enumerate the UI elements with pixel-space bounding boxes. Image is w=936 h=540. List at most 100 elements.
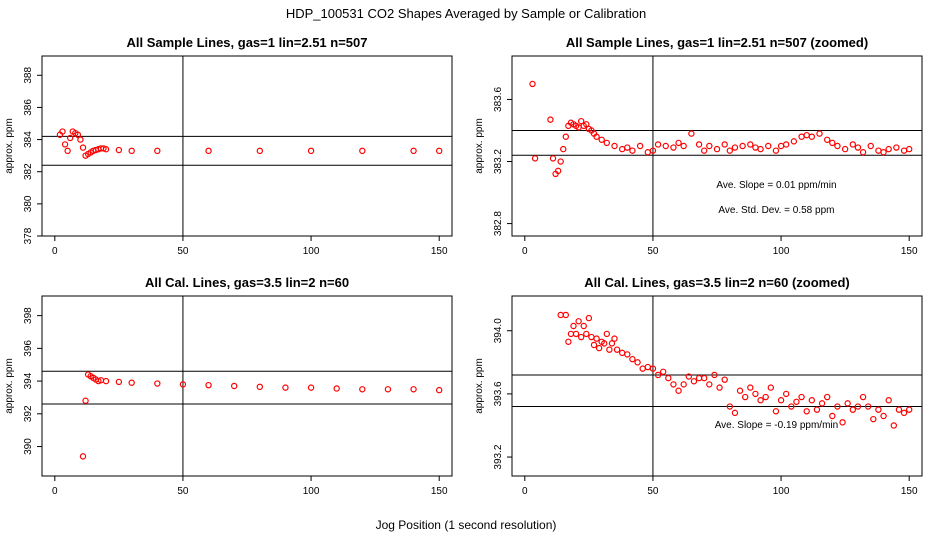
data-point [690,378,698,385]
y-tick-label: 382 [23,163,34,180]
data-point [777,397,785,404]
annotation-text: Ave. Std. Dev. = 0.58 ppm [718,205,834,216]
data-point [611,142,618,150]
data-point [870,415,877,423]
data-point [762,393,769,401]
data-point [179,381,187,388]
data-point [875,406,882,413]
y-tick-label: 396 [23,340,34,357]
annotation-text: Ave. Slope = 0.01 ppm/min [716,180,836,191]
x-tick-label: 0 [52,246,58,257]
data-point [890,422,898,429]
data-point [726,147,734,154]
data-point [700,147,708,154]
data-point [410,147,417,155]
data-point [256,147,264,155]
data-point [818,400,826,407]
data-point [333,385,340,392]
data-point [813,406,821,413]
y-tick-label: 378 [23,227,34,244]
panel-title: All Sample Lines, gas=1 lin=2.51 n=507 (… [566,35,868,50]
data-point [900,409,908,417]
data-point [864,403,872,410]
data-point [790,138,798,145]
data-point [670,144,677,151]
data-point [747,384,754,391]
data-point [608,340,616,347]
data-point [680,142,687,150]
x-tick-label: 150 [431,246,448,257]
data-point [205,381,212,389]
x-axis-label: Jog Position (1 second resolution) [376,518,557,532]
data-point [593,335,600,342]
data-point [102,146,110,153]
data-point [788,403,795,410]
data-point [554,167,562,175]
data-point [649,147,657,154]
x-tick-label: 0 [522,486,528,497]
x-tick-label: 50 [177,486,189,497]
data-point [767,384,775,391]
data-point [670,381,677,388]
data-point [731,409,739,417]
data-point [859,149,867,156]
data-point [593,133,600,140]
chart-panel-3: All Cal. Lines, gas=3.5 lin=2 n=60 0 50 100… [4,275,453,497]
data-point [721,141,728,148]
chart-panel-1: All Sample Lines, gas=1 lin=2.51 n=507 0 5… [4,35,453,257]
data-point [752,390,759,398]
data-point [64,147,71,155]
data-point [613,346,621,353]
data-point [79,144,87,151]
chart-panel-2: All Sample Lines, gas=1 lin=2.51 n=507 (… [474,35,923,257]
data-point [905,145,913,153]
data-point [654,371,662,379]
data-point [577,333,585,341]
data-point [711,371,718,379]
data-point [849,406,857,413]
data-point [562,311,570,319]
y-axis-label: approx. ppm [474,118,485,174]
data-point [384,386,392,393]
data-point [829,139,836,147]
plot-area [42,56,452,236]
data-point [565,338,572,345]
y-tick-label: 384 [23,131,34,148]
data-point [82,397,89,404]
plot-area [512,56,922,236]
data-point [680,381,687,388]
data-point [803,408,810,415]
y-axis-label: approx. ppm [474,358,485,414]
data-point [695,374,703,382]
data-point [624,351,631,358]
data-point [772,408,780,415]
data-point [74,131,82,138]
data-point [782,141,790,148]
panel-title: All Cal. Lines, gas=3.5 lin=2 n=60 [145,275,349,290]
data-point [567,330,575,338]
data-point [531,155,539,162]
data-point [66,134,74,142]
data-point [662,142,669,150]
data-point [834,403,841,410]
data-point [726,403,734,410]
data-point [772,147,780,154]
data-point [580,322,587,330]
y-tick-label: 383.6 [493,87,504,112]
data-point [654,141,662,148]
data-point [590,341,598,349]
data-point [798,393,805,401]
data-point [747,141,754,148]
data-point [849,141,857,148]
data-point [885,397,892,404]
data-point [606,346,613,353]
data-point [557,158,564,165]
data-point [128,147,135,155]
plot-area [42,296,452,476]
data-point [583,330,590,338]
data-point [736,387,744,394]
data-point [880,149,887,156]
data-point [282,384,289,391]
plot-frame [41,295,453,477]
data-point [570,322,577,330]
